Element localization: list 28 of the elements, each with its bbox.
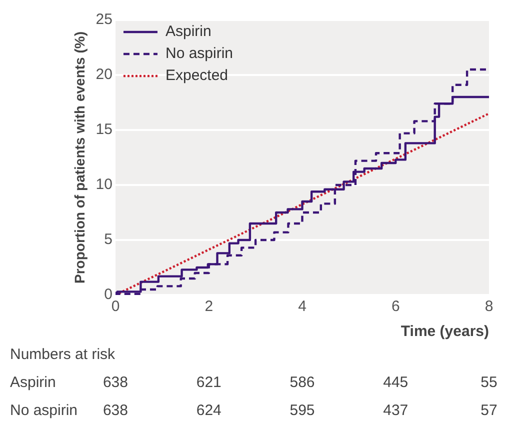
text: 586 bbox=[290, 374, 315, 392]
y-tick-label: 20 bbox=[96, 66, 112, 84]
legend-label: No aspirin bbox=[165, 45, 234, 62]
x-tick-label: 2 bbox=[204, 298, 214, 316]
x-axis-title: Time (years) bbox=[400, 323, 489, 340]
text: Aspirin bbox=[10, 374, 56, 392]
text: 57 bbox=[480, 402, 498, 420]
text: 624 bbox=[196, 402, 222, 420]
x-tick-label: 4 bbox=[298, 298, 306, 316]
text: 445 bbox=[383, 374, 408, 392]
y-tick-label: 10 bbox=[96, 176, 112, 194]
text: Numbers at risk bbox=[10, 346, 116, 364]
x-tick-label: 6 bbox=[391, 298, 400, 316]
text: 638 bbox=[102, 374, 128, 392]
text: No aspirin bbox=[10, 402, 78, 420]
text: 638 bbox=[102, 402, 128, 420]
y-tick-label: 25 bbox=[96, 11, 112, 28]
y-axis-title: Proportion of patients with events (%) bbox=[71, 31, 88, 284]
y-tick-label: 5 bbox=[104, 231, 112, 248]
x-tick-label: 8 bbox=[484, 298, 494, 316]
text: 55 bbox=[480, 374, 498, 392]
y-tick-label: 0 bbox=[104, 286, 112, 304]
y-tick-label: 15 bbox=[96, 121, 112, 138]
legend-label: Aspirin bbox=[165, 23, 212, 40]
legend-label: Expected bbox=[165, 67, 228, 84]
text: 437 bbox=[383, 402, 408, 420]
text: 595 bbox=[290, 402, 315, 420]
text: 621 bbox=[196, 374, 222, 392]
